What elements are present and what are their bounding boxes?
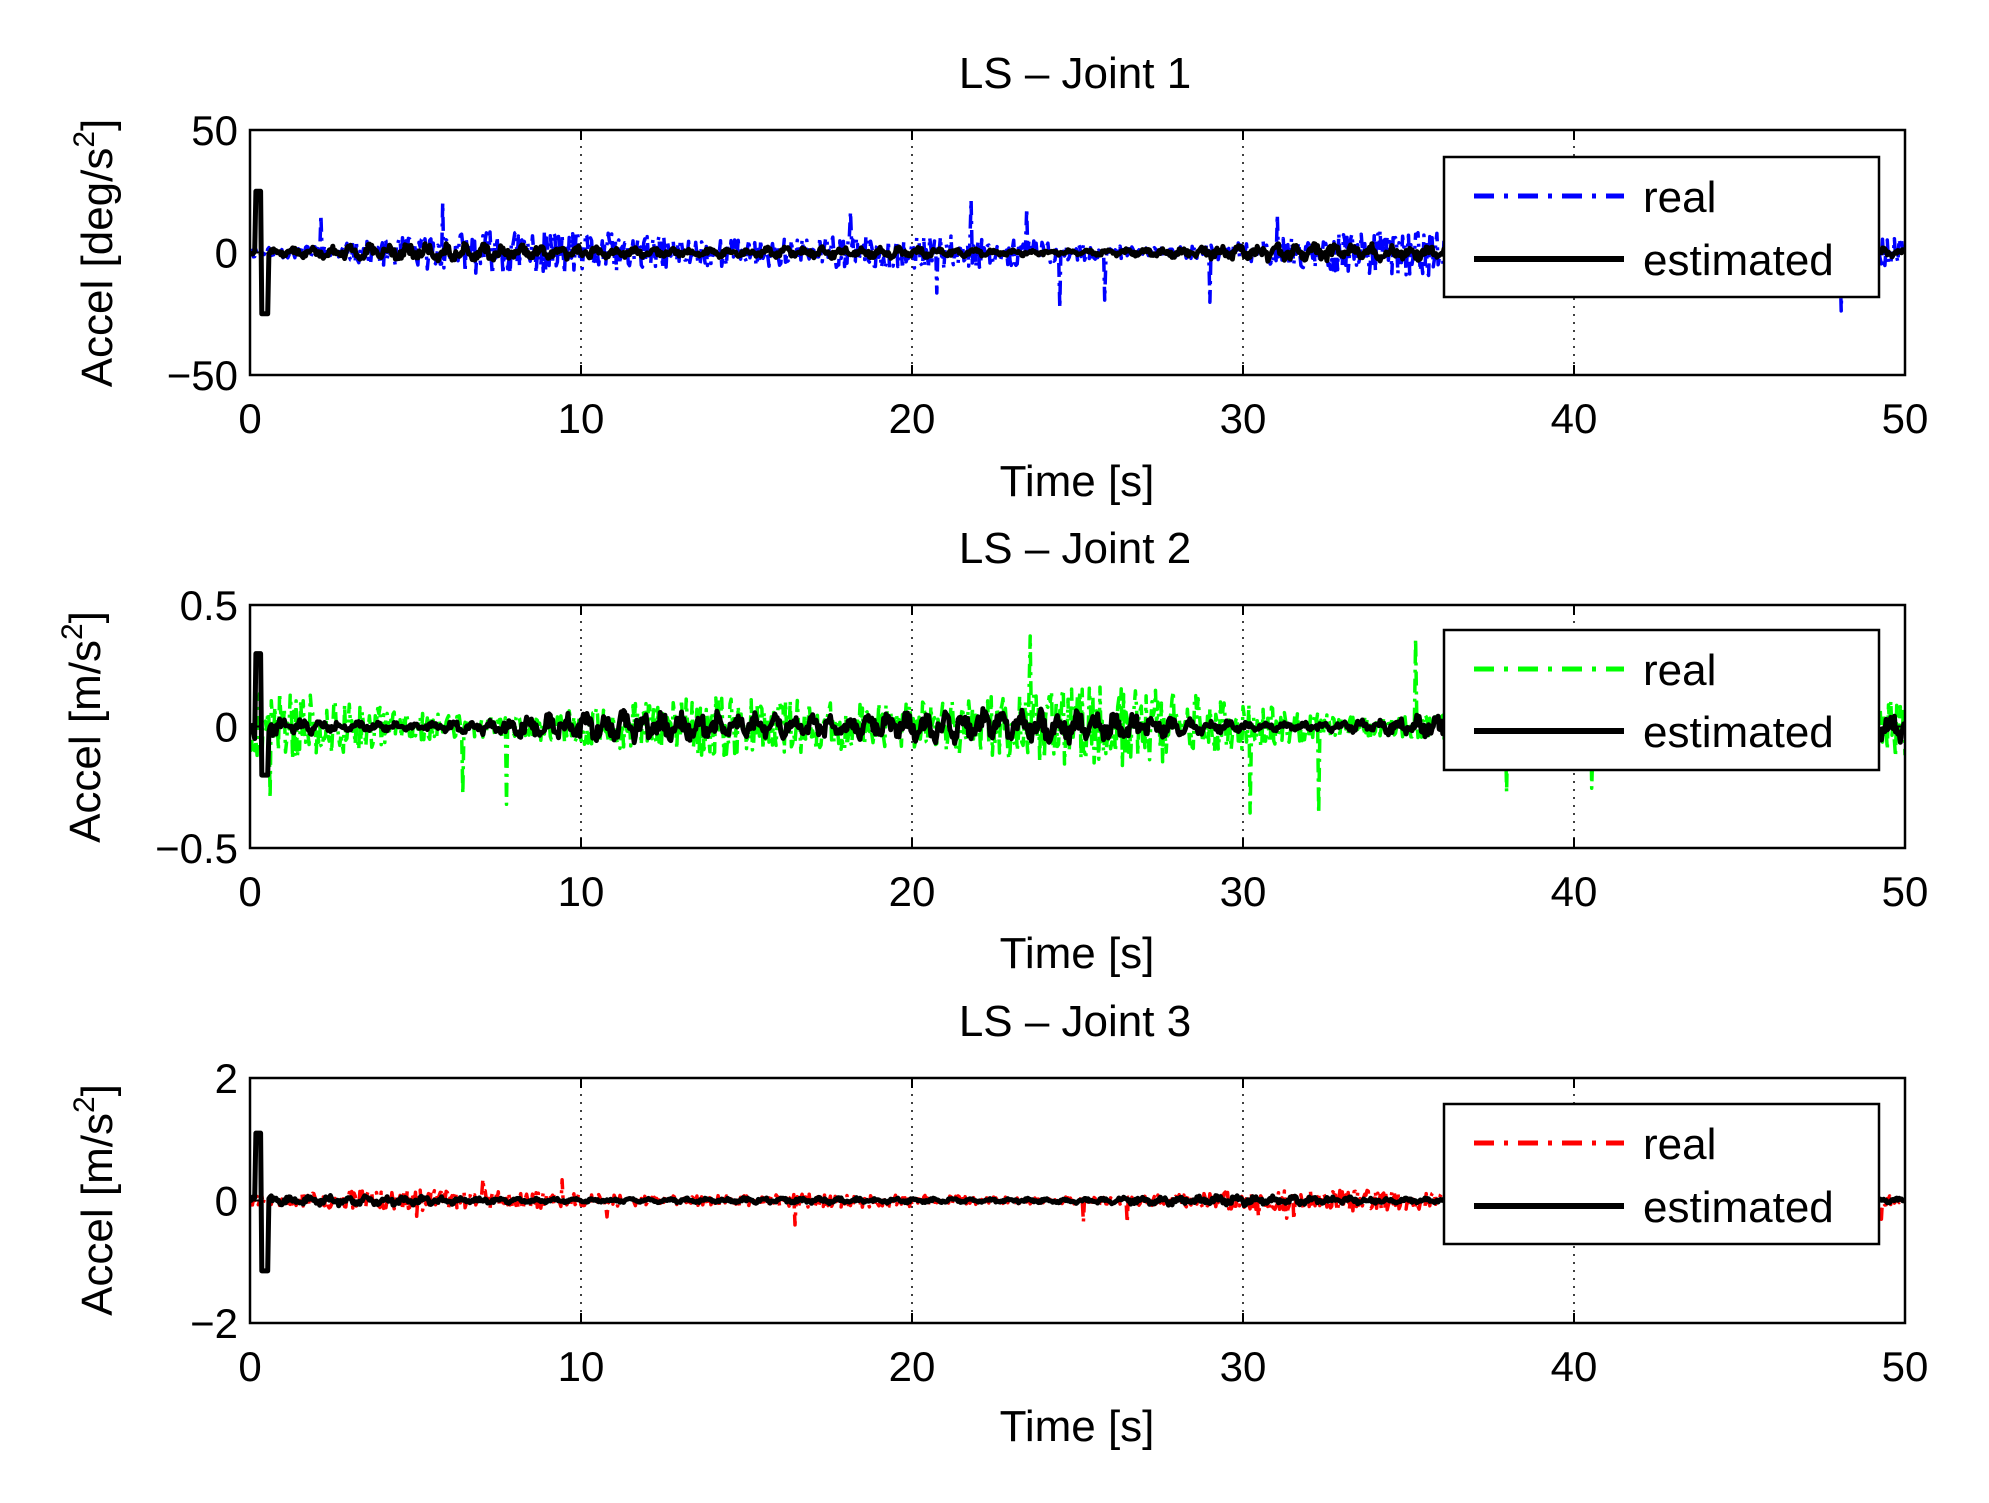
panel-3-ytick-label-1: 0 [215, 1178, 238, 1225]
panel-3-xtick-label-40: 40 [1551, 1343, 1598, 1390]
panel-1-ytick-label-1: 0 [215, 230, 238, 277]
panel-2-x-ticks: 0 10 20 30 40 50 [238, 605, 1928, 915]
panel-1-legend-estimated-label: estimated [1643, 236, 1834, 285]
panel-3-xtick-label-30: 30 [1220, 1343, 1267, 1390]
panel-2-y-label: Accel [m/s2] [56, 611, 110, 843]
panel-2-legend-real-label: real [1643, 646, 1716, 695]
panel-1-legend-box [1442, 155, 1881, 299]
panel-1-xtick-label-10: 10 [558, 395, 605, 442]
panel-3-y-label-close: ] [73, 1084, 122, 1096]
panel-2-ytick-label-1: 0 [215, 704, 238, 751]
panel-1-ytick-label-0: −50 [167, 352, 238, 399]
panel-3-x-ticks: 0 10 20 30 40 50 [238, 1078, 1928, 1390]
panel-3-title: LS – Joint 3 [959, 997, 1191, 1046]
panel-2-legend: real estimated [1442, 628, 1881, 772]
panel-2-xtick-label-50: 50 [1882, 868, 1929, 915]
panel-3-legend-real-label: real [1643, 1120, 1716, 1169]
panel-3-xtick-label-10: 10 [558, 1343, 605, 1390]
panel-2-xtick-label-30: 30 [1220, 868, 1267, 915]
panel-1-xtick-label-30: 30 [1220, 395, 1267, 442]
panel-1-xtick-label-0: 0 [238, 395, 261, 442]
panel-1-y-label-sup: 2 [68, 131, 101, 148]
panel-2-xtick-label-10: 10 [558, 868, 605, 915]
panel-1-xtick-label-40: 40 [1551, 395, 1598, 442]
panel-3-legend-box [1442, 1102, 1881, 1246]
panel-3-legend-estimated-label: estimated [1643, 1183, 1834, 1232]
panel-3-y-ticks: −2 0 2 [190, 1055, 1905, 1347]
panel-1-x-ticks: 0 10 20 30 40 50 [238, 130, 1928, 442]
panel-1-y-label: Accel [deg/s2] [68, 119, 122, 388]
panel-1-xtick-label-20: 20 [889, 395, 936, 442]
panel-1-legend-real-label: real [1643, 173, 1716, 222]
panel-2-title: LS – Joint 2 [959, 524, 1191, 573]
panel-3-y-label: Accel [m/s2] [68, 1084, 122, 1316]
panel-2-y-label-close: ] [61, 611, 110, 623]
panel-2-ytick-label-2: 0.5 [180, 582, 238, 629]
panel-2-xtick-label-20: 20 [889, 868, 936, 915]
panel-1-y-label-main: Accel [deg/s [73, 148, 122, 388]
panel-2-ytick-label-0: −0.5 [155, 825, 238, 872]
panel-1-xtick-label-50: 50 [1882, 395, 1929, 442]
panel-1-ytick-label-2: 50 [191, 107, 238, 154]
panel-3-legend: real estimated [1442, 1102, 1881, 1246]
panel-3-y-label-sup: 2 [68, 1096, 101, 1113]
panel-3-xtick-label-50: 50 [1882, 1343, 1929, 1390]
panel-1-x-label: Time [s] [1000, 457, 1155, 506]
panel-2-y-label-sup: 2 [56, 623, 89, 640]
panel-1-y-label-close: ] [73, 119, 122, 131]
panel-joint-2: LS – Joint 2 0 10 20 30 40 50 −0.500.5 Time [… [56, 524, 1928, 978]
panel-joint-3: LS – Joint 3 0 10 20 30 40 50 −202 Time [s] A… [68, 997, 1928, 1451]
panel-3-xtick-label-20: 20 [889, 1343, 936, 1390]
panel-2-xtick-label-0: 0 [238, 868, 261, 915]
panel-1-y-ticks: −50 0 50 [167, 107, 1905, 399]
panel-2-xtick-label-40: 40 [1551, 868, 1598, 915]
panel-3-y-label-main: Accel [m/s [73, 1113, 122, 1316]
panel-2-legend-estimated-label: estimated [1643, 708, 1834, 757]
panel-3-x-label: Time [s] [1000, 1402, 1155, 1451]
panel-2-y-label-main: Accel [m/s [61, 640, 110, 843]
panel-2-legend-box [1442, 628, 1881, 772]
panel-3-ytick-label-0: −2 [190, 1300, 238, 1347]
panel-3-ytick-label-2: 2 [215, 1055, 238, 1102]
panel-1-legend: real estimated [1442, 155, 1881, 299]
panel-1-title: LS – Joint 1 [959, 49, 1191, 98]
panel-2-y-ticks: −0.5 0 0.5 [155, 582, 1905, 872]
panel-2-x-label: Time [s] [1000, 929, 1155, 978]
panel-3-xtick-label-0: 0 [238, 1343, 261, 1390]
